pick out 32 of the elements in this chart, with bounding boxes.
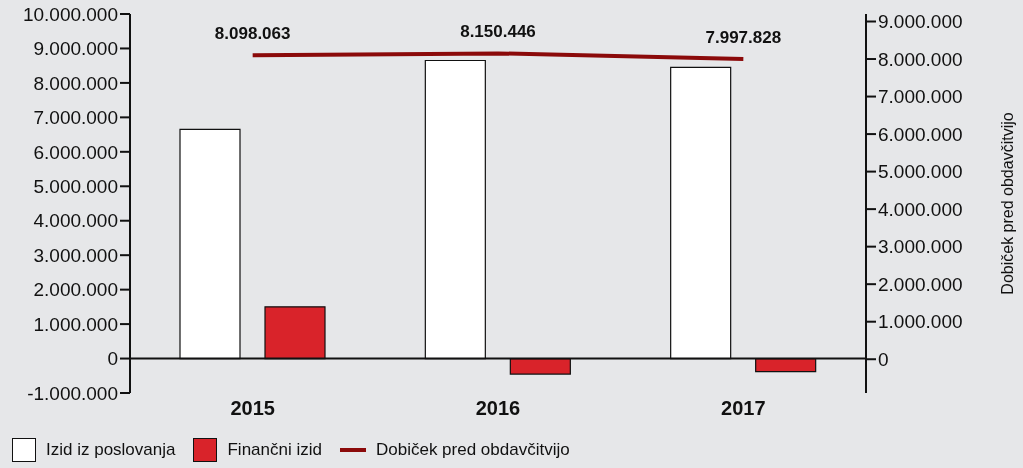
data-label: 8.150.446 — [460, 22, 536, 42]
y2-tick-label: 4.000.000 — [878, 198, 963, 220]
y2-tick-label: 6.000.000 — [878, 123, 963, 145]
y2-tick-label: 9.000.000 — [878, 11, 963, 33]
y-tick-label: 5.000.000 — [33, 176, 118, 198]
y-tick-label: 7.000.000 — [33, 107, 118, 129]
y-tick-label: 9.000.000 — [33, 38, 118, 60]
x-tick-label: 2016 — [475, 397, 521, 420]
legend-label: Izid iz poslovanja — [46, 440, 176, 460]
y2-tick-label: 7.000.000 — [878, 86, 963, 108]
y2-axis-title: Dobiček pred obdavčitvijo — [998, 112, 1016, 295]
legend-label: Dobiček pred obdavčitvijo — [375, 440, 570, 460]
data-label: 8.098.063 — [214, 24, 291, 44]
x-tick-label: 2015 — [230, 397, 275, 420]
y-tick-label: 6.000.000 — [33, 141, 118, 163]
y-tick-label: 3.000.000 — [33, 244, 118, 266]
y2-tick-label: 8.000.000 — [878, 48, 963, 70]
y2-tick-label: 3.000.000 — [878, 236, 963, 258]
y-tick-label: 10.000.000 — [22, 3, 118, 25]
y-tick-label: 8.000.000 — [33, 72, 118, 94]
x-tick-label: 2017 — [721, 397, 766, 420]
legend-label: Finančni izid — [227, 440, 322, 460]
data-label: 7.997.828 — [705, 28, 782, 48]
y2-tick-label: 5.000.000 — [878, 161, 963, 183]
y-tick-label: 1.000.000 — [33, 313, 118, 335]
y2-tick-label: 2.000.000 — [878, 273, 963, 295]
y2-tick-label: 0 — [878, 348, 889, 370]
y-tick-label: 0 — [107, 348, 118, 370]
y-tick-label: -1.000.000 — [27, 382, 118, 404]
y-tick-label: 2.000.000 — [33, 279, 118, 301]
y2-tick-label: 1.000.000 — [878, 311, 963, 333]
y-tick-label: 4.000.000 — [33, 210, 118, 232]
